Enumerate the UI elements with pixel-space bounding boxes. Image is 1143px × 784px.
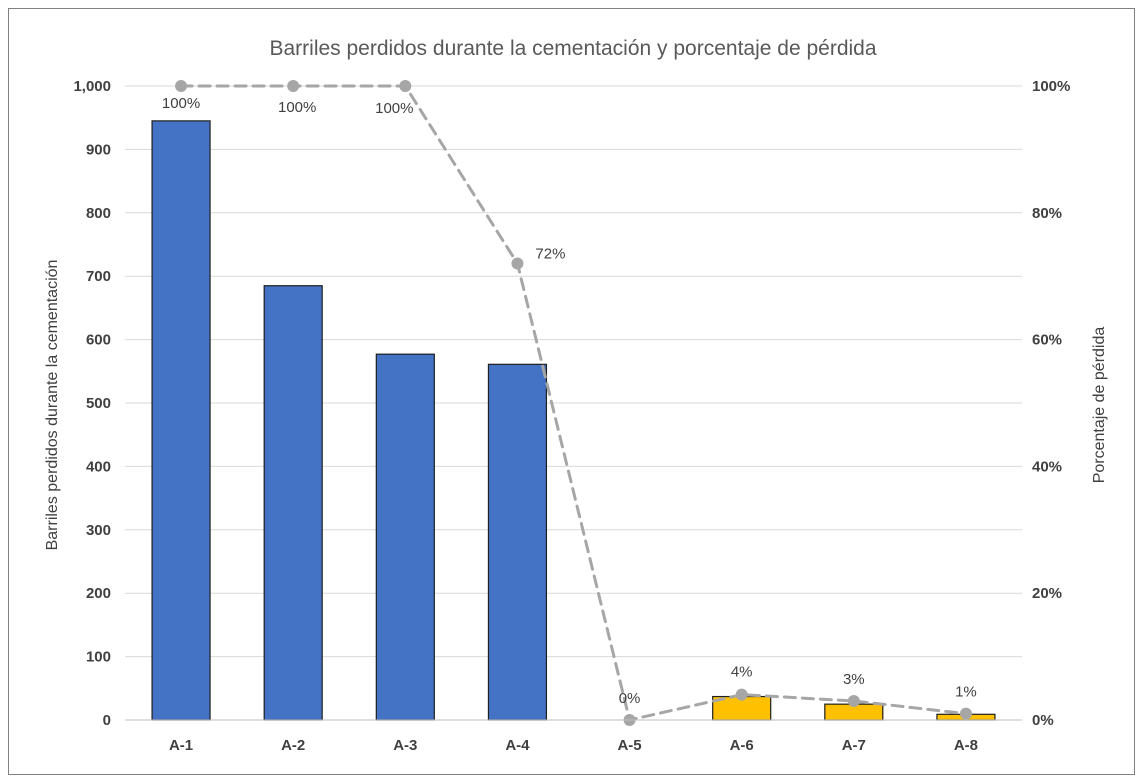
y2-tick-label: 20% [1032,585,1062,602]
y2-axis-label: Porcentaje de pérdida [1091,327,1108,484]
x-tick-label: A-8 [954,737,978,754]
line-point-A-3 [399,80,412,92]
x-tick-label: A-2 [281,737,305,754]
x-tick-label: A-6 [730,737,754,754]
y-axis-left: 0 100 200 300 400 500 600 700 800 900 1,000 [73,78,111,729]
line-point-A-1 [175,80,188,92]
y-tick-label: 600 [86,332,111,349]
line-data-label: 4% [731,664,753,681]
x-tick-label: A-5 [617,737,641,754]
bar-A-1 [151,120,211,721]
y-tick-label: 1,000 [73,78,111,95]
y2-tick-label: 100% [1032,78,1070,95]
line-point-A-2 [287,80,300,92]
line-point-A-8 [959,707,972,720]
bar-A-3 [375,353,435,721]
y2-tick-label: 80% [1032,205,1062,222]
line-data-label: 72% [535,246,565,263]
y-tick-label: 800 [86,205,111,222]
y-tick-label: 700 [86,268,111,285]
line-data-label: 100% [278,99,316,116]
y-tick-label: 100 [86,649,111,666]
line-point-A-6 [735,688,748,701]
line-point-A-4 [511,257,524,270]
y-tick-label: 200 [86,585,111,602]
line-series: 100% 100% 100% 72% 0% 4% 3% 1% [162,80,977,726]
y2-tick-label: 60% [1032,332,1062,349]
y-axis-label: Barriles perdidos durante la cementación [44,260,61,551]
line-data-label: 1% [955,684,977,701]
bar-A-4 [487,363,548,721]
y2-tick-label: 40% [1032,458,1062,475]
y2-tick-label: 0% [1032,712,1054,729]
x-tick-label: A-1 [169,737,193,754]
y-tick-label: 400 [86,458,111,475]
x-axis: A-1 A-2 A-3 A-4 A-5 A-6 A-7 A-8 [125,719,1022,754]
y-tick-label: 500 [86,395,111,412]
line-point-A-7 [847,694,860,707]
line-data-label: 0% [619,690,641,707]
y-tick-label: 0 [103,712,111,729]
y-tick-label: 900 [86,141,111,158]
bar-series [151,120,996,721]
line-path [179,84,968,722]
bar-A-2 [263,285,323,721]
x-tick-label: A-7 [842,737,866,754]
chart-title: Barriles perdidos durante la cementación… [269,37,876,60]
x-tick-label: A-3 [393,737,417,754]
y-tick-label: 300 [86,522,111,539]
x-tick-label: A-4 [505,737,530,754]
line-data-label: 3% [843,671,865,688]
gridlines [125,85,1022,721]
line-data-label: 100% [375,100,413,117]
line-data-label: 100% [162,95,200,112]
y-axis-right: 0% 20% 40% 60% 80% 100% [1032,78,1070,729]
